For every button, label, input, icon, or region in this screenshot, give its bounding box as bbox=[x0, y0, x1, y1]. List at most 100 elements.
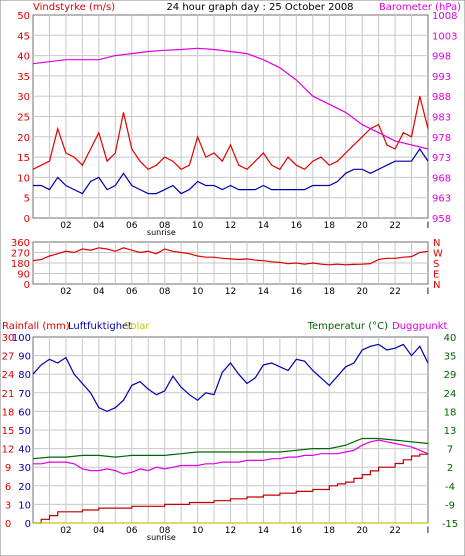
x-tick-label: 22 bbox=[389, 221, 400, 231]
x-tick-label: 20 bbox=[356, 526, 368, 536]
x-tick-label: I bbox=[427, 526, 430, 536]
barometer-axis-tick: 983 bbox=[432, 113, 451, 124]
x-tick-label: 08 bbox=[159, 526, 171, 536]
barometer-axis-tick: 1008 bbox=[432, 11, 457, 22]
rainfall-axis-tick: 27 bbox=[2, 352, 15, 363]
x-tick-label: I bbox=[427, 221, 430, 231]
tick-label-layer: 0510152025303540455095896396897397898398… bbox=[2, 11, 459, 542]
rainfall-axis-tick: 30 bbox=[2, 333, 15, 344]
x-tick-label: 22 bbox=[389, 287, 400, 297]
temperature-axis-tick: -4 bbox=[445, 482, 455, 493]
dewpoint-axis-title: Duggpunkt bbox=[392, 321, 448, 332]
barometer-axis-tick: 963 bbox=[432, 194, 451, 205]
humidity-axis-tick: 70 bbox=[18, 389, 31, 400]
x-tick-label: 12 bbox=[225, 221, 236, 231]
wind-axis-tick: 20 bbox=[17, 133, 30, 144]
dewpoint-series-line bbox=[33, 439, 429, 475]
rainfall-axis-tick: 18 bbox=[2, 407, 15, 418]
barometer-axis-tick: 1003 bbox=[432, 31, 457, 42]
humidity-axis-tick: 0 bbox=[25, 519, 31, 530]
x-tick-label: 04 bbox=[93, 221, 105, 231]
temperature-axis-tick: 2 bbox=[447, 463, 453, 474]
series-layer bbox=[32, 47, 429, 524]
x-tick-label: 16 bbox=[291, 287, 303, 297]
x-tick-label: 16 bbox=[291, 221, 303, 231]
humidity-series-line bbox=[32, 343, 429, 413]
barometer-axis-tick: 978 bbox=[432, 133, 451, 144]
wind-axis-tick: 15 bbox=[17, 153, 30, 164]
x-tick-label: 14 bbox=[258, 287, 270, 297]
humidity-axis-tick: 100 bbox=[12, 333, 31, 344]
wind-axis-tick: 40 bbox=[17, 52, 30, 63]
x-tick-label: 10 bbox=[192, 526, 204, 536]
temperature-axis-tick: -9 bbox=[445, 500, 455, 511]
direction-axis-tick: 0 bbox=[24, 280, 30, 291]
temperature-axis-tick: 24 bbox=[444, 389, 457, 400]
wind-axis-tick: 35 bbox=[17, 72, 30, 83]
x-tick-label: 02 bbox=[60, 526, 71, 536]
temperature-axis-tick: 29 bbox=[444, 370, 457, 381]
wind-axis-tick: 50 bbox=[17, 11, 30, 22]
temperature-axis-title: Temperatur (°C) bbox=[307, 321, 388, 332]
humidity-axis-tick: 50 bbox=[18, 426, 31, 437]
x-tick-label: 12 bbox=[225, 287, 236, 297]
direction-series-line bbox=[32, 247, 429, 266]
barometer-axis-tick: 973 bbox=[432, 153, 451, 164]
direction-axis-tick: 270 bbox=[11, 249, 30, 260]
humidity-axis-title: Luftfuktighet bbox=[68, 321, 132, 332]
wind-axis-tick: 25 bbox=[17, 113, 30, 124]
humidity-axis-tick: 30 bbox=[18, 463, 31, 474]
temperature-axis-tick: 40 bbox=[444, 333, 457, 344]
x-tick-label: 18 bbox=[324, 287, 336, 297]
rainfall-axis-tick: 6 bbox=[5, 482, 11, 493]
temperature-axis-tick: 13 bbox=[444, 426, 457, 437]
wind-series-line bbox=[33, 147, 429, 195]
chart-title: 24 hour graph day : 25 October 2008 bbox=[166, 2, 353, 13]
rain-series-line bbox=[33, 453, 428, 524]
humidity-axis-tick: 90 bbox=[18, 352, 31, 363]
x-tick-label: 18 bbox=[324, 526, 336, 536]
x-tick-label: 22 bbox=[389, 526, 400, 536]
wind-axis-tick: 45 bbox=[17, 31, 30, 42]
x-tick-label: 12 bbox=[225, 526, 236, 536]
humidity-axis-tick: 20 bbox=[18, 482, 31, 493]
rainfall-axis-tick: 9 bbox=[5, 463, 11, 474]
compass-axis-tick: E bbox=[433, 270, 439, 281]
barometer-axis-tick: 958 bbox=[432, 214, 451, 225]
rainfall-axis-tick: 12 bbox=[2, 445, 15, 456]
x-tick-label: I bbox=[427, 287, 430, 297]
wind-axis-tick: 30 bbox=[17, 92, 30, 103]
rainfall-axis-tick: 15 bbox=[2, 426, 15, 437]
x-tick-label: 04 bbox=[93, 287, 105, 297]
wind-axis-tick: 0 bbox=[24, 214, 30, 225]
barometer-axis-tick: 968 bbox=[432, 173, 451, 184]
humidity-axis-tick: 10 bbox=[18, 500, 31, 511]
compass-axis-tick: N bbox=[433, 280, 440, 291]
barometer-series-line bbox=[32, 47, 429, 150]
wind-axis-tick: 5 bbox=[24, 194, 30, 205]
rainfall-axis-tick: 21 bbox=[2, 389, 15, 400]
x-tick-label: 06 bbox=[126, 221, 138, 231]
gust-series-line bbox=[32, 96, 429, 171]
rainfall-axis-tick: 3 bbox=[5, 500, 11, 511]
humidity-axis-tick: 60 bbox=[18, 407, 31, 418]
temperature-axis-tick: 7 bbox=[447, 445, 453, 456]
grid-layer bbox=[33, 15, 428, 523]
direction-axis-tick: 90 bbox=[17, 270, 30, 281]
x-tick-label: 04 bbox=[93, 526, 105, 536]
x-tick-label: 08 bbox=[159, 287, 171, 297]
barometer-axis-tick: 998 bbox=[432, 52, 451, 63]
wind-axis-tick: 10 bbox=[17, 173, 30, 184]
temperature-axis-tick: 18 bbox=[444, 407, 457, 418]
barometer-axis-title: Barometer (hPa) bbox=[379, 2, 461, 13]
rainfall-axis-title: Rainfall (mm) bbox=[2, 321, 70, 332]
x-tick-label: 14 bbox=[258, 526, 270, 536]
x-tick-label: 06 bbox=[126, 287, 138, 297]
direction-axis-tick: 360 bbox=[11, 238, 30, 249]
temperature-axis-tick: -15 bbox=[442, 519, 458, 530]
x-tick-label: 10 bbox=[192, 287, 204, 297]
x-tick-label: 08 bbox=[159, 221, 171, 231]
x-tick-label: 02 bbox=[60, 221, 71, 231]
x-tick-label: 06 bbox=[126, 526, 138, 536]
